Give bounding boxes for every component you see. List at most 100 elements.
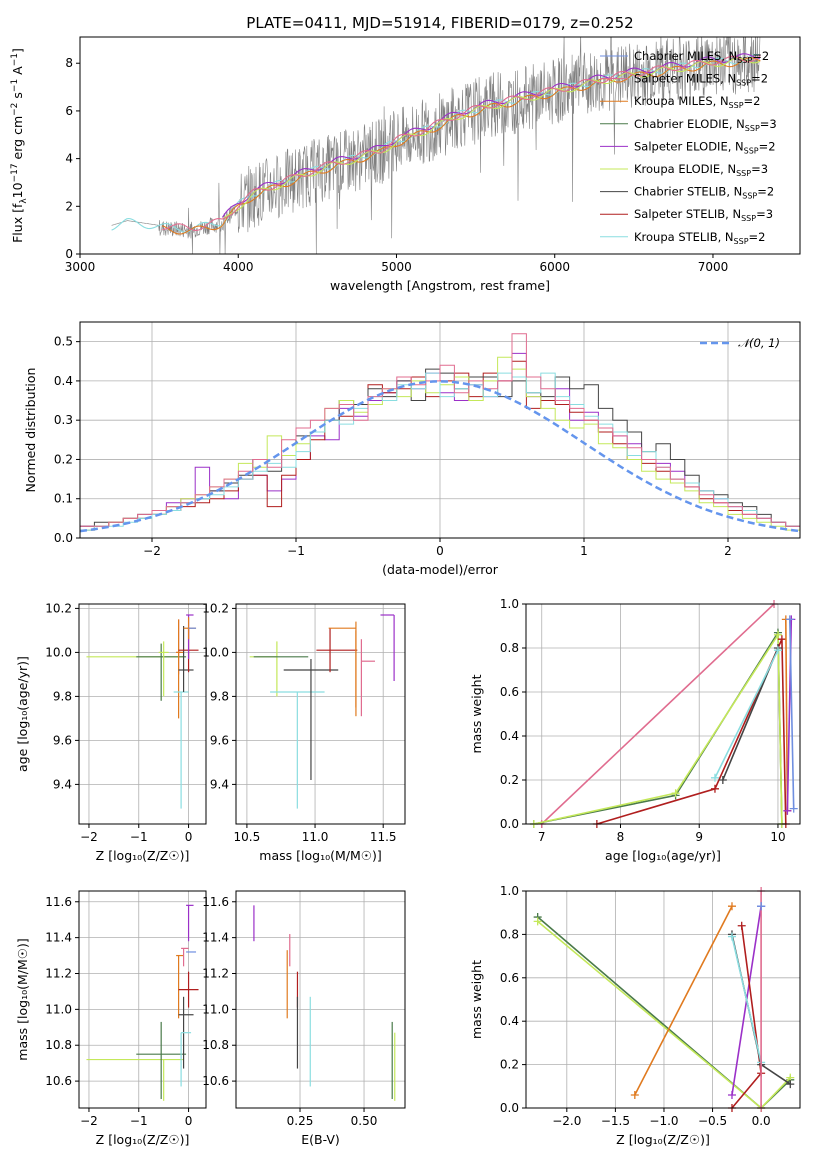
y-tick-label: 4 — [65, 152, 73, 166]
weight_vs_age-frame — [525, 603, 801, 825]
y-axis-label-part: s — [10, 92, 25, 103]
y-tick-label: 0.1 — [54, 492, 73, 506]
legend-name: Chabrier MILES, N — [634, 49, 737, 63]
y-tick-label: 11.6 — [202, 895, 229, 909]
y-tick-label: 0.4 — [500, 1014, 519, 1028]
x-tick-label: 0.50 — [351, 1114, 378, 1128]
weight-marker — [727, 932, 736, 941]
y-axis-label-part: erg cm — [10, 116, 25, 164]
legend-name: Salpeter ELODIE, N — [634, 139, 744, 153]
x-tick-label: 0 — [185, 830, 193, 844]
legend-name: Kroupa MILES, N — [634, 94, 729, 108]
x-tick-label: 8 — [617, 830, 625, 844]
y-tick-label: 11.4 — [45, 931, 72, 945]
x-tick-label: 4000 — [223, 260, 254, 274]
y-axis-label-part: ] — [10, 48, 25, 53]
figure-title: PLATE=0411, MJD=51914, FIBERID=0179, z=0… — [246, 14, 633, 32]
histogram-series — [80, 333, 800, 527]
x-tick-label: 0.25 — [287, 1114, 314, 1128]
y-tick-label: 11.0 — [45, 1002, 72, 1016]
legend-sub: SSP — [741, 214, 756, 223]
weight-marker — [533, 917, 542, 926]
y-axis-label: mass [log₁₀(M/M☉)] — [15, 938, 30, 1060]
legend-name: Salpeter MILES, N — [634, 72, 736, 86]
y-tick-label: 0.6 — [500, 685, 519, 699]
legend-name: Kroupa ELODIE, N — [634, 162, 736, 176]
x-tick-label: 11.0 — [302, 830, 329, 844]
y-tick-label: 9.8 — [210, 689, 229, 703]
x-tick-label: −1.0 — [649, 1114, 678, 1128]
y-tick-label: 11.2 — [45, 966, 72, 980]
legend-entry: Salpeter STELIB, NSSP=3 — [634, 207, 773, 223]
spectrum-model-line — [221, 53, 760, 218]
weight-marker — [786, 1080, 795, 1089]
y-tick-label: 11.2 — [202, 966, 229, 980]
y-tick-label: 10.6 — [202, 1074, 229, 1088]
age_vs_Z-frame — [78, 603, 207, 825]
x-tick-label: 3000 — [65, 260, 96, 274]
x-tick-label: −0.5 — [698, 1114, 727, 1128]
y-tick-label: 0 — [65, 247, 73, 261]
x-tick-label: −1 — [130, 1114, 148, 1128]
legend-name: Chabrier ELODIE, N — [634, 117, 745, 131]
residuals-frame — [79, 321, 801, 539]
axes-spectrum: 3000 4000 5000 6000 7000 0 2 4 6 8 wavelength [Ang… — [65, 37, 761, 293]
x-tick-label: 7000 — [698, 260, 729, 274]
legend-sub: SSP — [736, 169, 751, 178]
y-axis-label: mass weight — [469, 674, 484, 753]
legend-value: =3 — [756, 207, 773, 221]
y-tick-label: 0.2 — [500, 773, 519, 787]
legend-sub: SSP — [734, 237, 749, 246]
x-tick-label: 0 — [436, 544, 444, 558]
x-tick-label: 9 — [695, 830, 703, 844]
weight-line — [731, 936, 762, 1063]
y-tick-label: 0.4 — [54, 374, 73, 388]
spectrum-frame — [79, 36, 801, 255]
legend-sub: SSP — [729, 101, 744, 110]
weight_vs_Z-frame — [525, 890, 801, 1109]
y-axis-label-part: −1 — [10, 79, 20, 92]
legend-value: =2 — [759, 139, 776, 153]
y-tick-label: 10.6 — [45, 1074, 72, 1088]
x-tick-label: −2 — [80, 1114, 98, 1128]
age_vs_mass-frame — [235, 603, 406, 825]
x-tick-label: 1 — [580, 544, 588, 558]
y-axis-label: mass weight — [469, 960, 484, 1039]
weight-line — [634, 905, 733, 1096]
legend-name: Chabrier STELIB, N — [634, 185, 742, 199]
y-tick-label: 1.0 — [500, 884, 519, 898]
y-tick-label: 11.4 — [202, 931, 229, 945]
y-tick-label: 10.8 — [202, 1038, 229, 1052]
legend-entry: Kroupa STELIB, NSSP=2 — [634, 230, 765, 246]
spectrum-model-line — [111, 53, 760, 233]
mass_vs_EBV-frame — [235, 890, 406, 1109]
x-axis-label: (data-model)/error — [382, 562, 499, 577]
legend-entry: Kroupa MILES, NSSP=2 — [634, 94, 760, 110]
x-tick-label: 7 — [538, 830, 546, 844]
axes-weight_vs_Z: −2.0 −1.5 −1.0 −0.5 0.0 0.0 0.2 0.4 0.6 0.8 1.0 Z [… — [469, 884, 800, 1147]
weight-marker — [710, 784, 719, 793]
legend-value: =2 — [751, 72, 768, 86]
legend-value: =3 — [760, 117, 777, 131]
x-tick-label: −2 — [80, 830, 98, 844]
legend-entry: Salpeter MILES, NSSP=2 — [634, 72, 768, 88]
y-tick-label: 0.6 — [500, 971, 519, 985]
legend-sub: SSP — [737, 56, 752, 65]
weight-line — [596, 638, 787, 824]
legend-entry: Chabrier STELIB, NSSP=2 — [634, 185, 774, 201]
y-tick-label: 0.0 — [500, 817, 519, 831]
y-tick-label: 10.2 — [45, 601, 72, 615]
y-tick-label: 9.8 — [53, 689, 72, 703]
x-axis-label: age [log₁₀(age/yr)] — [605, 848, 721, 863]
x-tick-label: −1 — [287, 544, 305, 558]
legend-value: =3 — [751, 162, 768, 176]
y-tick-label: 9.6 — [53, 733, 72, 747]
y-tick-label: 0.0 — [54, 531, 73, 545]
x-tick-label: −1.5 — [601, 1114, 630, 1128]
legend-value: =2 — [749, 230, 766, 244]
y-axis-label-part: −1 — [10, 53, 20, 66]
x-tick-label: 0 — [185, 1114, 193, 1128]
legend-sub: SSP — [736, 79, 751, 88]
legend-entry: 𝒩(0, 1) — [738, 336, 780, 350]
